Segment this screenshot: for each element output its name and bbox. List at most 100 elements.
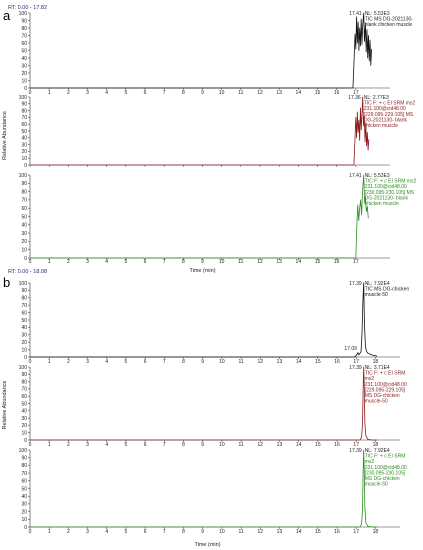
x-tick-label: 11 — [238, 529, 243, 535]
x-tick-label: 14 — [296, 442, 302, 448]
x-tick-label: 15 — [315, 259, 321, 265]
x-tick-label: 10 — [219, 90, 225, 96]
chromatogram-trace — [30, 12, 372, 89]
y-tick-label: 90 — [21, 456, 27, 462]
y-tick-label: 20 — [21, 71, 27, 77]
y-tick-label: 90 — [21, 372, 27, 378]
y-tick-label: 100 — [19, 173, 28, 179]
y-tick-label: 90 — [21, 288, 27, 294]
x-tick-label: 5 — [125, 359, 128, 365]
x-tick-label: 16 — [334, 442, 340, 448]
y-tick-label: 70 — [21, 387, 27, 393]
x-tick-label: 9 — [201, 90, 204, 96]
trace-info-line: [230.095-230.105] — [365, 470, 406, 476]
x-tick-label: 14 — [296, 359, 302, 365]
x-tick-label: 8 — [182, 442, 185, 448]
y-tick-label: 50 — [21, 48, 27, 54]
x-tick-label: 18 — [373, 442, 379, 448]
peak-rt-label: 17.41 — [349, 11, 362, 17]
y-tick-label: 20 — [21, 509, 27, 515]
y-tick-label: 70 — [21, 303, 27, 309]
x-tick-label: 3 — [86, 259, 89, 265]
x-tick-label: 6 — [144, 359, 147, 365]
y-tick-label: 50 — [21, 129, 27, 135]
x-tick-label: 6 — [144, 90, 147, 96]
x-tick-label: 13 — [276, 259, 282, 265]
trace-info-line: chicken muscle — [364, 123, 398, 129]
x-tick-label: 7 — [163, 259, 166, 265]
trace-info-line: DG-2021130- blank — [365, 195, 409, 201]
x-tick-label: 1 — [48, 259, 51, 265]
x-tick-label: 0 — [29, 90, 32, 96]
x-tick-label: 4 — [105, 529, 108, 535]
x-tick-label: 13 — [277, 529, 283, 535]
peak-rt-label: 17.39 — [349, 281, 362, 287]
x-tick-label: 0 — [29, 529, 32, 535]
y-tick-label: 60 — [21, 310, 27, 316]
trace-info-line: TIC F: + c EI SRM — [365, 454, 406, 460]
trace-info-line: 231.100@cid48.00 — [365, 465, 407, 471]
x-tick-label: 15 — [315, 90, 321, 96]
trace-info-line: [230.095-230.105] MS — [365, 190, 415, 196]
trace-info-line: blank chicken muscle — [365, 22, 413, 28]
nl-label: NL: 5.53E3 — [365, 11, 390, 17]
y-tick-label: 70 — [21, 198, 27, 204]
x-tick-label: 10 — [219, 259, 225, 265]
peak-rt-label: 17.39 — [349, 365, 362, 371]
nl-label: NL: 5.53E3 — [365, 173, 390, 179]
trace-info-line: DG-2021130- blank — [364, 117, 408, 123]
y-tick-label: 60 — [21, 394, 27, 400]
y-tick-label: 0 — [24, 86, 27, 92]
y-tick-label: 0 — [24, 355, 27, 361]
x-tick-label: 13 — [277, 359, 283, 365]
x-tick-label: 12 — [257, 90, 263, 96]
x-tick-label: 9 — [201, 359, 204, 365]
x-tick-label: 12 — [257, 442, 263, 448]
secondary-peak-label: 17.09 — [344, 346, 357, 352]
y-tick-label: 80 — [21, 108, 27, 114]
trace-info-line: 231.100@cid48.00 — [365, 184, 407, 190]
x-tick-label: 4 — [105, 359, 108, 365]
trace-info-line: ms2 — [365, 376, 375, 382]
y-tick-label: 40 — [21, 136, 27, 142]
y-tick-label: 40 — [21, 223, 27, 229]
x-tick-label: 5 — [124, 259, 127, 265]
trace-info-line: TIC MS DG-2021130- — [365, 17, 414, 23]
y-tick-label: 40 — [21, 409, 27, 415]
peak-rt-label: 17.41 — [349, 173, 362, 179]
x-tick-label: 11 — [238, 90, 243, 96]
y-axis-label: Relative Abundance — [2, 111, 8, 160]
x-tick-label: 3 — [86, 359, 89, 365]
x-tick-label: 1 — [48, 359, 51, 365]
x-tick-label: 9 — [201, 529, 204, 535]
trace-info-line: [229.095-229.105] — [365, 387, 406, 393]
x-tick-label: 3 — [86, 442, 89, 448]
x-tick-label: 4 — [105, 442, 108, 448]
y-tick-label: 20 — [21, 239, 27, 245]
x-tick-label: 14 — [296, 90, 302, 96]
y-tick-label: 100 — [19, 95, 28, 101]
y-tick-label: 30 — [21, 231, 27, 237]
nl-label: NL: 3.71E4 — [365, 365, 390, 371]
x-tick-label: 9 — [201, 442, 204, 448]
trace-info-line: muscle-50 — [365, 482, 388, 488]
chromatogram-trace — [30, 174, 369, 259]
trace-info-line: chicken muscle — [365, 201, 399, 207]
y-tick-label: 0 — [24, 163, 27, 169]
x-tick-label: 16 — [334, 359, 340, 365]
x-tick-label: 14 — [296, 259, 302, 265]
y-tick-label: 80 — [21, 463, 27, 469]
y-axis-label: Relative Abundance — [2, 381, 8, 430]
y-tick-label: 70 — [21, 471, 27, 477]
x-tick-label: 2 — [67, 442, 70, 448]
x-tick-label: 13 — [276, 90, 282, 96]
x-tick-label: 17 — [353, 90, 359, 96]
y-tick-label: 70 — [21, 115, 27, 121]
y-tick-label: 90 — [21, 18, 27, 24]
y-tick-label: 60 — [21, 41, 27, 47]
y-tick-label: 60 — [21, 479, 27, 485]
